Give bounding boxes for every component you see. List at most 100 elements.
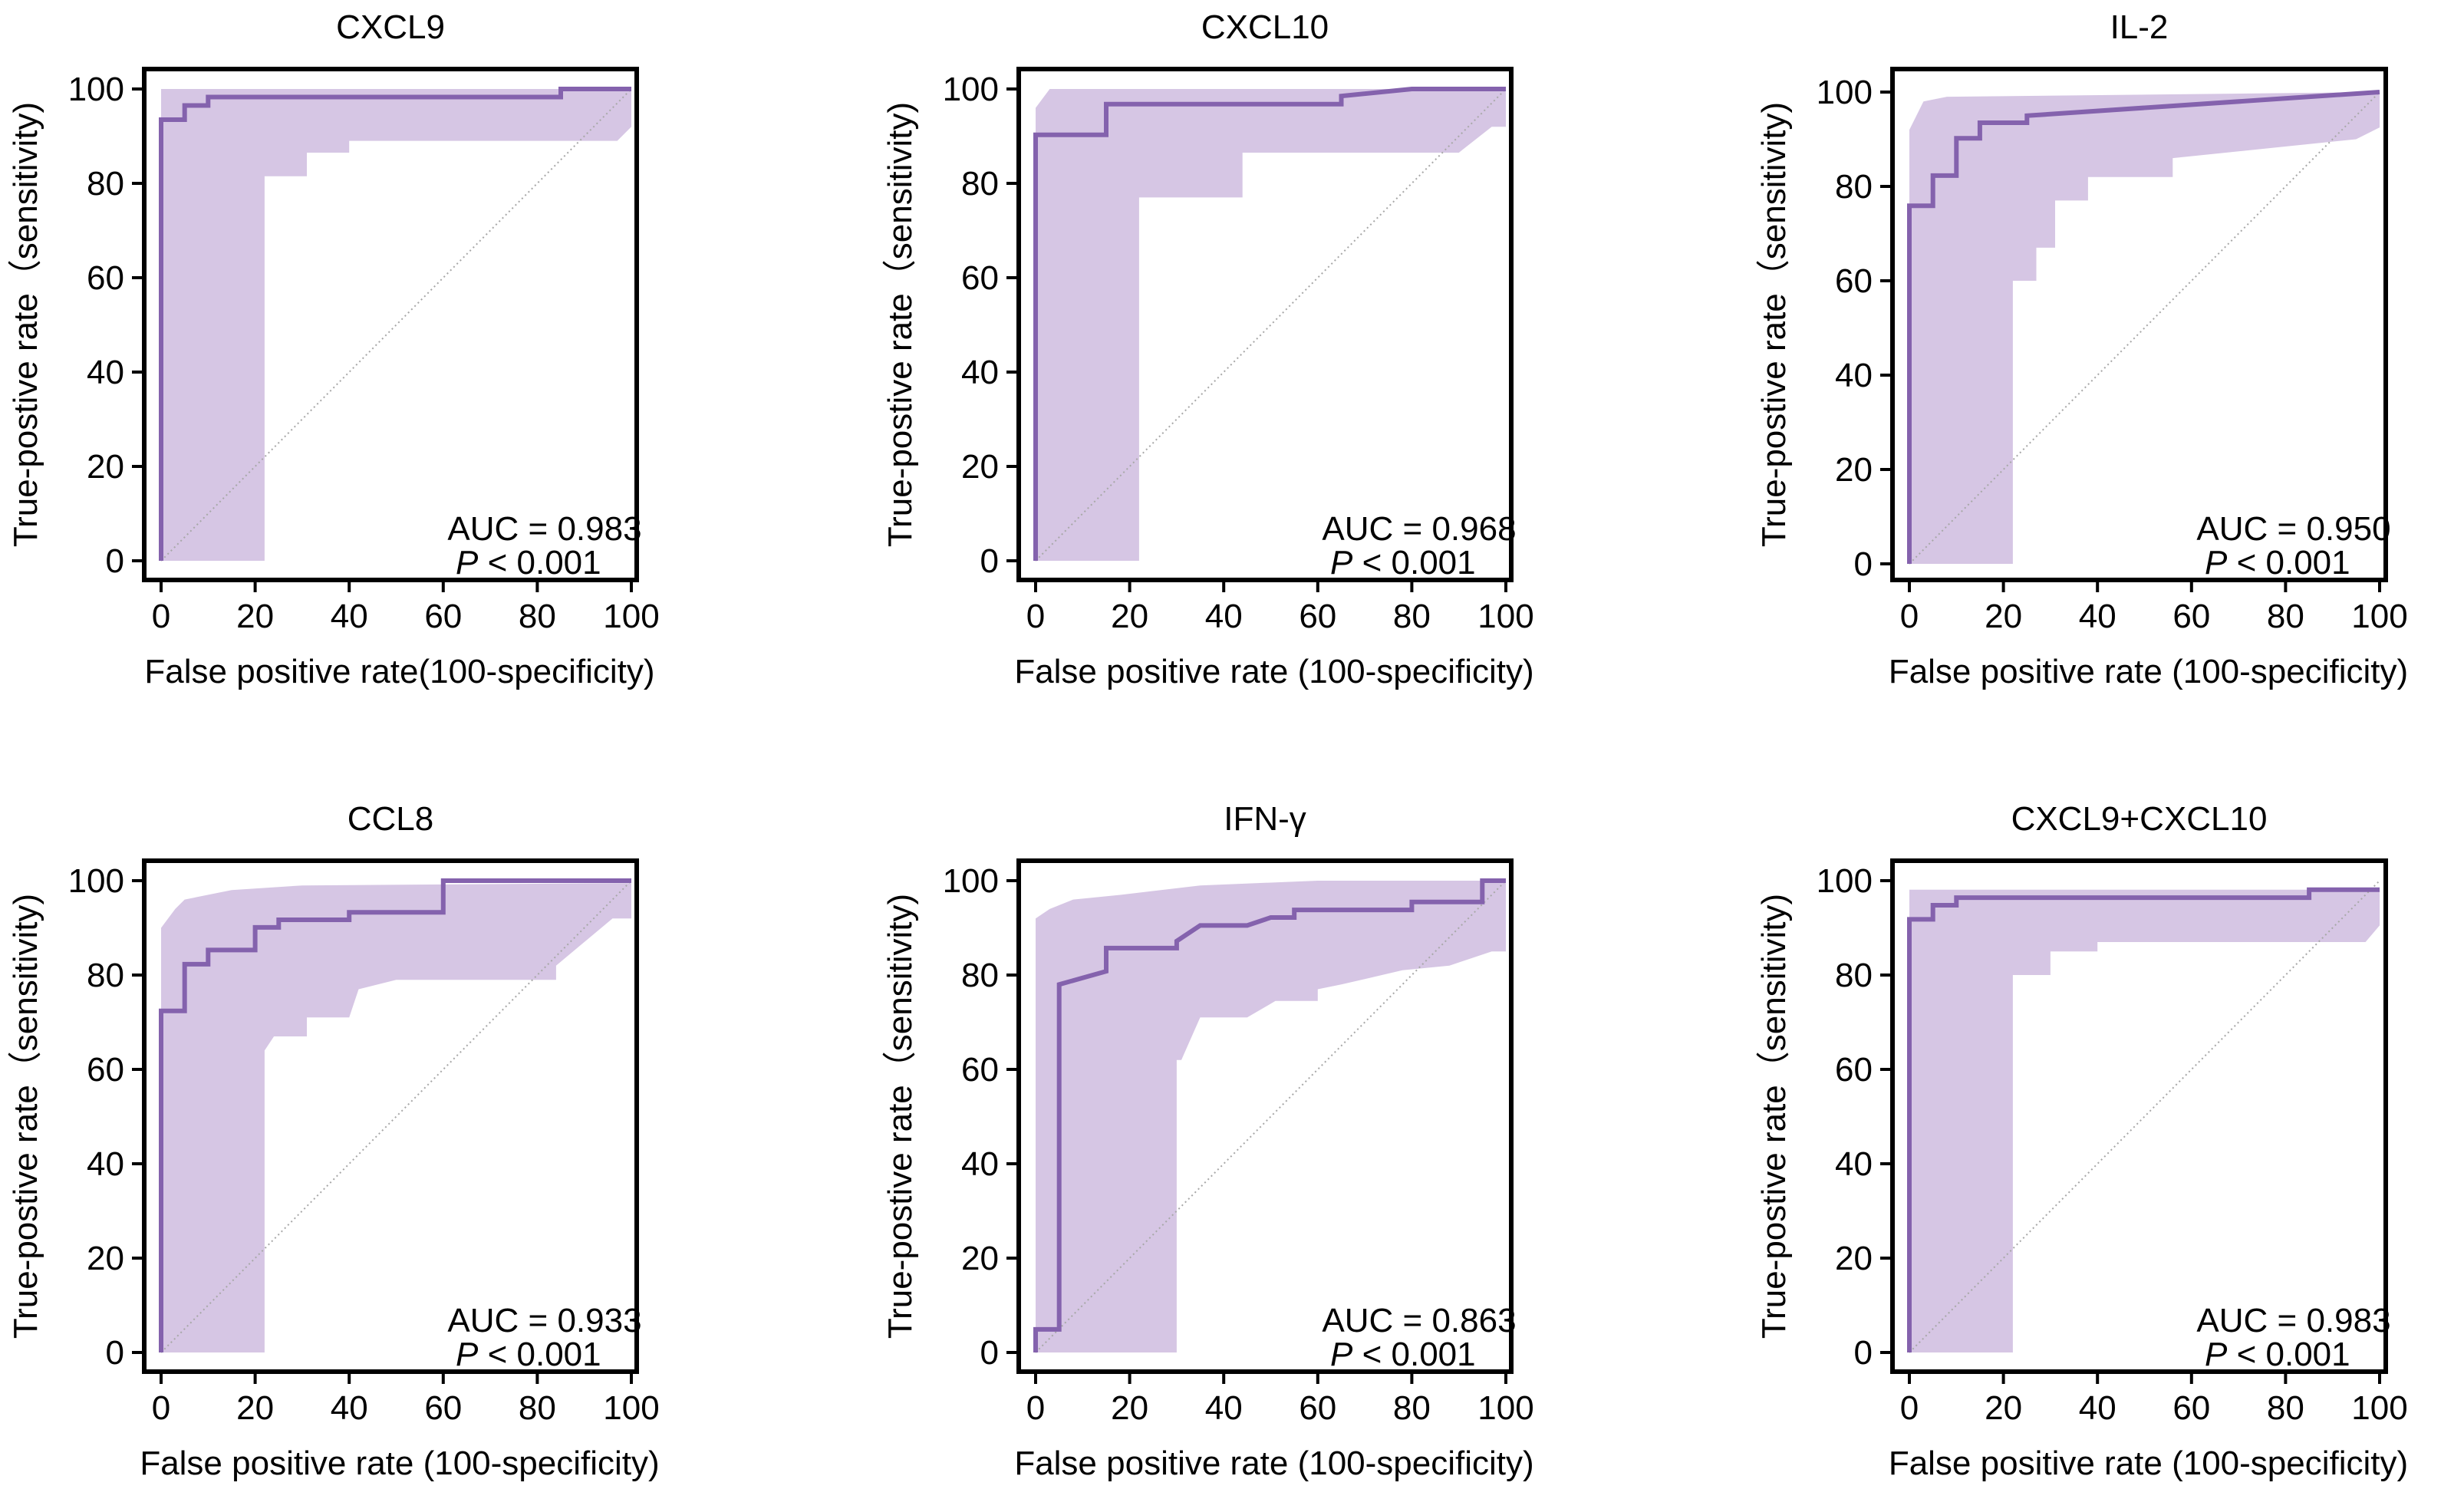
plot-frame	[142, 858, 639, 1374]
plot-frame	[1890, 858, 2388, 1374]
x-tick-label: 80	[1393, 1389, 1431, 1427]
x-tick-label: 60	[2172, 1389, 2210, 1427]
p-symbol: P	[1330, 544, 1353, 581]
chart-title: IL-2	[2110, 8, 2169, 46]
y-tick-label: 40	[961, 354, 999, 391]
y-axis-label: True-postive rate（sensitivity)	[1755, 894, 1793, 1339]
y-tick-label: 60	[1835, 1051, 1873, 1089]
p-value-annotation: P < 0.001	[2205, 1336, 2350, 1373]
reference-diagonal	[1909, 91, 2380, 565]
y-tick-label: 40	[1835, 357, 1873, 394]
y-tick-label: 20	[87, 448, 124, 486]
p-value-annotation: P < 0.001	[2205, 544, 2350, 581]
x-tick-label: 0	[152, 598, 170, 635]
p-value-annotation: P < 0.001	[456, 544, 601, 581]
x-tick-label: 80	[519, 598, 556, 635]
y-tick-label: 0	[106, 542, 124, 580]
y-tick-label: 40	[961, 1145, 999, 1183]
y-tick-label: 20	[961, 448, 999, 486]
x-tick-label: 60	[424, 1389, 462, 1427]
roc-curve	[1033, 87, 1506, 561]
roc-curve	[1907, 887, 2380, 1352]
reference-diagonal	[1909, 880, 2380, 1353]
y-tick-label: 100	[1817, 862, 1873, 900]
x-tick-label: 100	[2351, 1389, 2407, 1427]
y-tick-label: 0	[980, 542, 999, 580]
x-tick-label: 40	[2079, 598, 2116, 635]
y-tick-label: 60	[961, 1051, 999, 1089]
auc-annotation: AUC = 0.933	[447, 1302, 641, 1339]
y-tick-label: 100	[1817, 74, 1873, 111]
p-symbol: P	[2205, 1336, 2228, 1373]
x-tick-label: 80	[2267, 1389, 2304, 1427]
x-tick-label: 40	[2079, 1389, 2116, 1427]
p-symbol: P	[456, 544, 479, 581]
auc-annotation: AUC = 0.863	[1322, 1302, 1516, 1339]
x-tick-label: 60	[1299, 598, 1336, 635]
y-tick-label: 20	[1835, 1240, 1873, 1277]
p-value-text: < 0.001	[1352, 1336, 1475, 1373]
p-value-annotation: P < 0.001	[456, 1336, 601, 1373]
x-tick-label: 20	[1985, 1389, 2022, 1427]
p-value-text: < 0.001	[2227, 544, 2350, 581]
x-axis-label: False positive rate (100-specificity)	[1014, 1445, 1533, 1482]
x-tick-label: 0	[1900, 1389, 1919, 1427]
chart-title: CCL8	[348, 800, 434, 838]
y-tick-label: 80	[87, 165, 124, 203]
x-axis-label: False positive rate (100-specificity)	[1889, 1445, 2408, 1482]
roc-panel-1: 0 20 40 60 80 100 0 20 40 60 80 100 CXCL9 False posit…	[7, 8, 660, 690]
confidence-band	[1909, 889, 2380, 1352]
y-tick-label: 20	[87, 1240, 124, 1277]
y-tick-label: 60	[87, 1051, 124, 1089]
roc-panel-5: 0 20 40 60 80 100 0 20 40 60 80 100 IFN-γ False posit…	[881, 800, 1534, 1482]
y-tick-label: 60	[87, 259, 124, 297]
y-tick-label: 80	[961, 165, 999, 203]
x-tick-label: 80	[519, 1389, 556, 1427]
y-axis-label: True-postive rate（sensitivity)	[881, 102, 919, 547]
x-tick-label: 20	[236, 1389, 274, 1427]
x-tick-label: 60	[1299, 1389, 1336, 1427]
x-tick-label: 40	[1205, 1389, 1243, 1427]
y-tick-label: 40	[87, 1145, 124, 1183]
x-tick-label: 20	[1111, 1389, 1148, 1427]
reference-diagonal	[1035, 88, 1507, 562]
p-value-text: < 0.001	[1352, 544, 1475, 581]
y-tick-label: 40	[87, 354, 124, 391]
roc-curve	[159, 878, 631, 1352]
y-tick-label: 40	[1835, 1145, 1873, 1183]
auc-annotation: AUC = 0.983	[2196, 1302, 2390, 1339]
x-tick-label: 40	[331, 598, 368, 635]
x-tick-label: 0	[1900, 598, 1919, 635]
x-tick-label: 40	[1205, 598, 1243, 635]
reference-diagonal	[160, 88, 632, 562]
x-tick-label: 20	[1111, 598, 1148, 635]
y-axis-label: True-postive rate（sensitivity)	[7, 102, 44, 547]
x-tick-label: 0	[152, 1389, 170, 1427]
x-tick-label: 40	[331, 1389, 368, 1427]
plot-frame	[1890, 67, 2388, 582]
auc-annotation: AUC = 0.950	[2196, 510, 2390, 548]
y-axis-label: True-postive rate（sensitivity)	[1755, 102, 1793, 547]
y-tick-label: 60	[961, 259, 999, 297]
x-tick-label: 80	[2267, 598, 2304, 635]
auc-annotation: AUC = 0.968	[1322, 510, 1516, 548]
x-tick-label: 60	[2172, 598, 2210, 635]
x-tick-label: 100	[2351, 598, 2407, 635]
reference-diagonal	[1035, 880, 1507, 1353]
p-value-annotation: P < 0.001	[1330, 544, 1476, 581]
roc-panel-6: 0 20 40 60 80 100 0 20 40 60 80 100 CXCL9+CXCL10 Fals…	[1755, 800, 2408, 1482]
y-tick-label: 80	[1835, 168, 1873, 206]
y-tick-label: 0	[1854, 545, 1873, 583]
x-tick-label: 20	[1985, 598, 2022, 635]
x-axis-label: False positive rate (100-specificity)	[140, 1445, 659, 1482]
x-tick-label: 0	[1026, 598, 1045, 635]
x-axis-label: False positive rate (100-specificity)	[1014, 653, 1533, 690]
roc-panel-2: 0 20 40 60 80 100 0 20 40 60 80 100 CXCL10 False posi…	[881, 8, 1534, 690]
y-axis-label: True-postive rate（sensitivity)	[881, 894, 919, 1339]
y-tick-label: 0	[1854, 1334, 1873, 1372]
y-tick-label: 20	[961, 1240, 999, 1277]
roc-curve	[1907, 90, 2380, 564]
x-tick-label: 80	[1393, 598, 1431, 635]
p-value-text: < 0.001	[2227, 1336, 2350, 1373]
